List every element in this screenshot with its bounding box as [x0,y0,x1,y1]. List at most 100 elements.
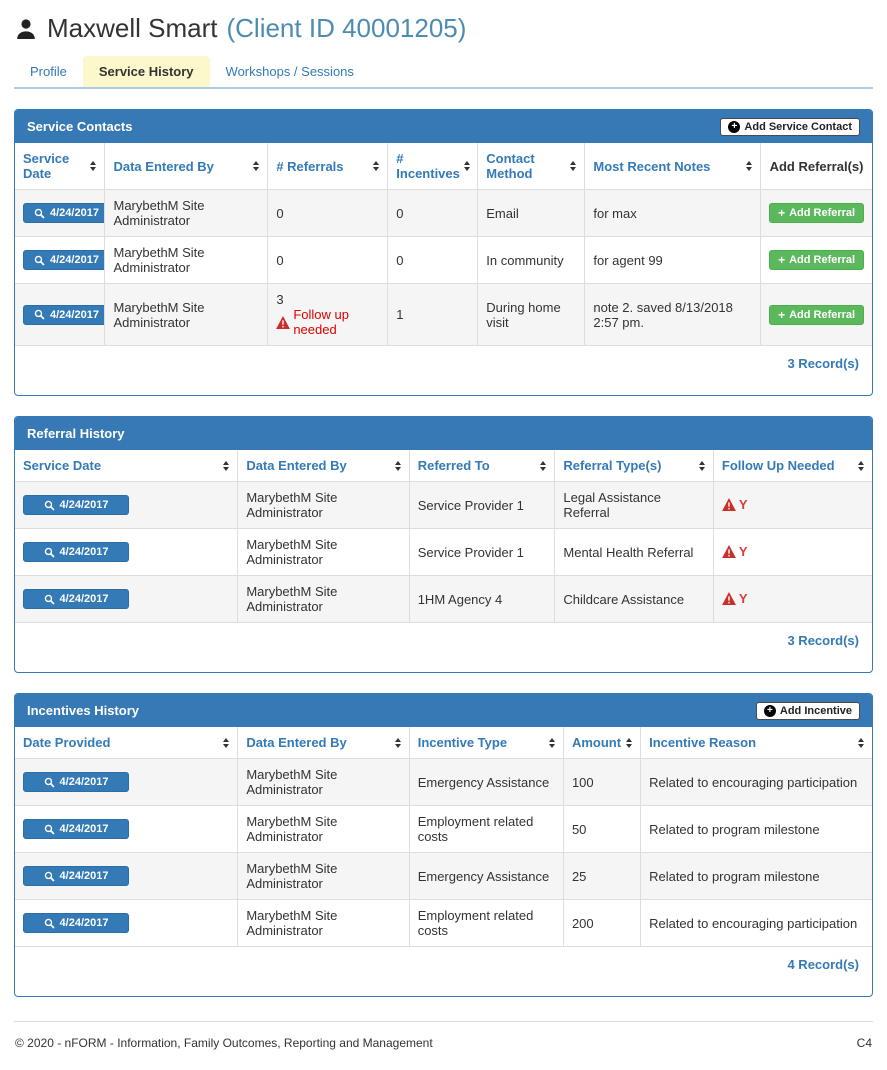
incentives-cell: 1 [387,283,479,346]
warning-triangle-icon [721,544,736,558]
incentive-reason-cell: Related to program milestone [640,805,872,853]
column-header-contact-method[interactable]: Contact Method [477,143,586,190]
view-referral-button[interactable]: 4/24/2017 [23,589,129,609]
incentive-type-cell: Emergency Assistance [409,758,564,806]
referral-type-cell: Mental Health Referral [554,528,714,576]
incentive-reason-cell: Related to encouraging participation [640,899,872,947]
panel-title: Referral History [27,426,125,441]
warning-triangle-icon [721,497,736,511]
contact-method-cell: In community [477,236,586,284]
view-incentive-button[interactable]: 4/24/2017 [23,819,129,839]
plus-icon: + [778,253,786,267]
follow-up-cell: Y [713,481,872,529]
client-id: (Client ID 40001205) [226,13,467,43]
incentives-cell: 0 [387,189,479,237]
sort-icon [223,460,230,471]
column-header-data-entered-by[interactable]: Data Entered By [237,450,410,482]
referral-history-table: Service Date Data Entered By Referred To… [15,450,872,623]
column-header-data-entered-by[interactable]: Data Entered By [237,727,410,759]
column-header-amount[interactable]: Amount [563,727,642,759]
referral-row: 4/24/2017 MarybethM Site Administrator S… [15,528,872,576]
tab-bar: Profile Service History Workshops / Sess… [14,56,873,89]
incentives-cell: 0 [387,236,479,284]
view-incentive-button[interactable]: 4/24/2017 [23,913,129,933]
referral-history-panel: Referral History Service Date Data Enter… [14,416,873,673]
incentive-row: 4/24/2017 MarybethM Site Administrator E… [15,805,872,853]
incentive-type-cell: Emergency Assistance [409,852,564,900]
plus-icon: + [778,206,786,220]
service-contact-row: 4/24/2017 MarybethM Site Administrator 0… [15,236,872,284]
incentives-history-heading: Incentives History + Add Incentive [15,694,872,727]
notes-cell: note 2. saved 8/13/2018 2:57 pm. [584,283,762,346]
column-header-incentive-reason[interactable]: Incentive Reason [640,727,872,759]
referral-type-cell: Legal Assistance Referral [554,481,714,529]
add-service-contact-button[interactable]: + Add Service Contact [720,117,860,136]
entered-by-cell: MarybethM Site Administrator [104,189,269,237]
add-referral-button[interactable]: + Add Referral [769,203,865,223]
notes-cell: for agent 99 [584,236,762,284]
amount-cell: 50 [563,805,642,853]
client-name: Maxwell Smart [47,13,218,43]
amount-cell: 200 [563,899,642,947]
view-service-contact-button[interactable]: 4/24/2017 [23,203,104,223]
add-referral-button[interactable]: + Add Referral [769,304,865,325]
incentives-history-panel: Incentives History + Add Incentive Date … [14,693,873,997]
incentive-row: 4/24/2017 MarybethM Site Administrator E… [15,758,872,806]
column-header-data-entered-by[interactable]: Data Entered By [104,143,269,190]
warning-triangle-icon [721,591,736,605]
magnifier-icon [44,871,55,882]
magnifier-icon [34,255,45,266]
view-service-contact-button[interactable]: 4/24/2017 [23,250,104,270]
incentive-type-cell: Employment related costs [409,805,564,853]
entered-by-cell: MarybethM Site Administrator [237,899,410,947]
column-header-referred-to[interactable]: Referred To [409,450,556,482]
column-header-follow-up-needed[interactable]: Follow Up Needed [713,450,872,482]
sort-icon [548,737,555,748]
table-header-row: Service Date Data Entered By # Referrals… [15,143,872,190]
add-incentive-button[interactable]: + Add Incentive [755,701,860,720]
view-incentive-button[interactable]: 4/24/2017 [23,866,129,886]
record-count: 3 Record(s) [787,633,859,648]
referral-type-cell: Childcare Assistance [554,575,714,623]
referral-row: 4/24/2017 MarybethM Site Administrator S… [15,481,872,529]
record-count: 3 Record(s) [787,356,859,371]
column-header-incentives[interactable]: # Incentives [387,143,479,190]
tab-workshops-sessions[interactable]: Workshops / Sessions [225,64,354,79]
column-header-service-date[interactable]: Service Date [15,450,239,482]
column-header-date-provided[interactable]: Date Provided [15,727,239,759]
sort-icon [90,161,97,171]
sort-icon [626,737,633,748]
column-header-referrals[interactable]: # Referrals [267,143,389,190]
tab-profile[interactable]: Profile [30,64,67,79]
referral-row: 4/24/2017 MarybethM Site Administrator 1… [15,575,872,623]
incentives-history-table: Date Provided Data Entered By Incentive … [15,727,872,947]
contact-method-cell: Email [477,189,586,237]
view-referral-button[interactable]: 4/24/2017 [23,542,129,562]
incentive-type-cell: Employment related costs [409,899,564,947]
view-referral-button[interactable]: 4/24/2017 [23,495,129,515]
service-contact-row: 4/24/2017 MarybethM Site Administrator 0… [15,189,872,237]
column-header-add-referrals: Add Referral(s) [760,143,872,190]
view-service-contact-button[interactable]: 4/24/2017 [23,304,104,325]
service-contacts-heading: Service Contacts + Add Service Contact [15,110,872,143]
view-incentive-button[interactable]: 4/24/2017 [23,772,129,792]
sort-icon [223,737,230,748]
referrals-cell: 0 [267,189,389,237]
add-referral-button[interactable]: + Add Referral [769,250,865,270]
column-header-referral-types[interactable]: Referral Type(s) [554,450,714,482]
incentive-row: 4/24/2017 MarybethM Site Administrator E… [15,852,872,900]
sort-icon [463,161,470,171]
column-header-service-date[interactable]: Service Date [15,143,106,190]
warning-triangle-icon [276,315,291,329]
column-header-most-recent-notes[interactable]: Most Recent Notes [584,143,762,190]
tab-service-history[interactable]: Service History [82,56,210,87]
magnifier-icon [44,594,55,605]
plus-circle-icon: + [763,704,776,717]
sort-icon [858,460,864,471]
referred-to-cell: 1HM Agency 4 [409,575,556,623]
referral-history-heading: Referral History [15,417,872,450]
sort-icon [394,737,401,748]
referrals-cell: 3 Follow up needed [267,283,389,346]
column-header-incentive-type[interactable]: Incentive Type [409,727,564,759]
